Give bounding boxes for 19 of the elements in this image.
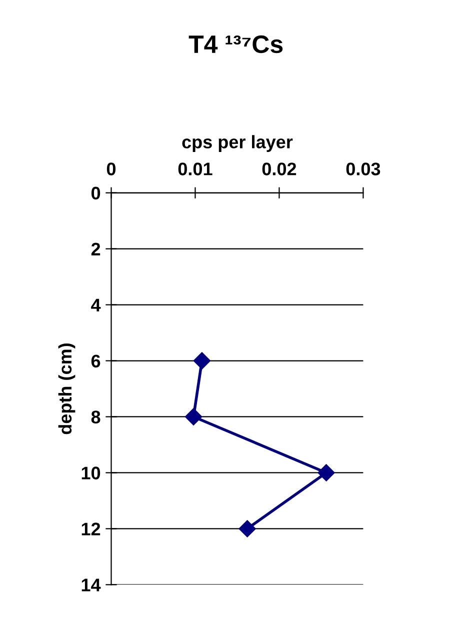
y-axis-title: depth (cm)	[58, 344, 76, 434]
point	[238, 520, 256, 538]
point	[193, 352, 210, 370]
chart-title: T4 ¹³⁷Cs	[188, 35, 283, 54]
y-tick-label: 10	[82, 466, 100, 480]
y-tick-label: 12	[82, 522, 100, 536]
y-tick-label: 4	[91, 298, 101, 312]
point	[184, 408, 202, 426]
x-tick-label: 0.02	[262, 162, 296, 176]
y-tick-label: 8	[91, 410, 100, 424]
point	[318, 464, 335, 482]
y-tick-label: 2	[91, 242, 100, 256]
y-tick-label: 0	[91, 186, 100, 200]
x-tick-label: 0.03	[346, 162, 380, 176]
y-tick-label: 14	[82, 578, 101, 592]
y-tick-label: 6	[91, 354, 100, 368]
x-tick-label: 0.01	[178, 162, 212, 176]
x-tick-label: 0	[106, 162, 116, 176]
x-axis-title: cps per layer	[182, 135, 293, 152]
